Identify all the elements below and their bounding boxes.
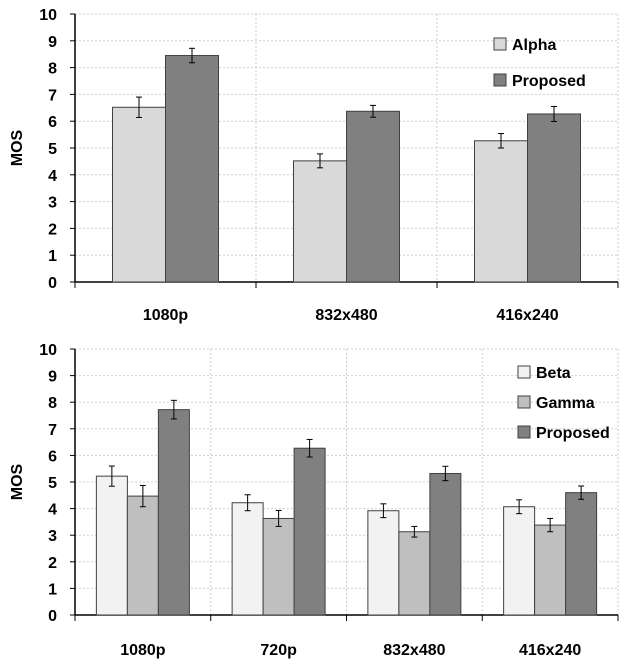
y-tick-label: 2 [48,221,57,238]
x-tick-label: 832x480 [315,307,377,324]
bar [527,113,581,283]
bar [503,506,536,616]
x-tick-label: 1080p [143,307,189,324]
y-tick-label: 5 [48,141,57,158]
y-tick-label: 6 [48,448,57,465]
bar [262,517,295,616]
bar [429,472,462,616]
bar [112,106,166,283]
y-tick-label: 5 [48,475,57,492]
bar [157,409,190,616]
bar [346,110,400,283]
x-tick-label: 1080p [120,642,166,659]
legend-label: Beta [536,365,571,382]
bar [165,55,219,283]
y-tick-label: 9 [48,34,57,51]
legend-swatch [517,365,531,379]
y-tick-label: 1 [48,248,57,265]
x-tick-label: 720p [260,642,297,659]
legend-label: Gamma [536,395,595,412]
legend-label: Proposed [512,73,586,90]
bar [474,140,528,283]
y-tick-label: 2 [48,555,57,572]
x-tick-label: 416x240 [519,642,581,659]
bar [231,502,264,616]
y-tick-label: 8 [48,395,57,412]
legend: Beta Gamma Proposed [517,365,610,442]
y-tick-label: 8 [48,61,57,78]
bar [293,160,347,283]
chart-2: 0 1 2 3 4 5 6 7 8 9 10 1080p 720p 832x480 416x240 MOS Be… [9,342,619,659]
bar [367,510,400,616]
legend-swatch [517,395,531,409]
bar [534,524,567,616]
bar [95,475,128,616]
y-tick-label: 10 [39,342,57,359]
y-tick-label: 0 [48,608,57,625]
legend-swatch [517,425,531,439]
y-tick-label: 7 [48,87,57,104]
legend-label: Alpha [512,37,557,54]
bar [293,447,326,616]
x-tick-label: 832x480 [383,642,445,659]
y-axis-label: MOS [9,129,26,166]
y-tick-label: 3 [48,195,57,212]
legend-swatch [493,37,507,51]
bar [565,492,598,616]
x-tick-label: 416x240 [496,307,558,324]
y-tick-label: 1 [48,581,57,598]
y-tick-label: 6 [48,114,57,131]
bar [126,495,159,616]
y-tick-label: 7 [48,422,57,439]
y-axis-label: MOS [9,463,26,500]
y-tick-label: 10 [39,7,57,24]
chart-1: 0 1 2 3 4 5 6 7 8 9 10 1080p 832x480 416x240 MOS Alpha P… [9,7,619,324]
legend: Alpha Proposed [493,37,586,90]
y-tick-label: 0 [48,275,57,292]
y-tick-label: 9 [48,369,57,386]
legend-label: Proposed [536,425,610,442]
y-tick-label: 4 [48,502,57,519]
legend-swatch [493,73,507,87]
y-tick-label: 4 [48,168,57,185]
bar [398,531,431,616]
y-tick-label: 3 [48,528,57,545]
